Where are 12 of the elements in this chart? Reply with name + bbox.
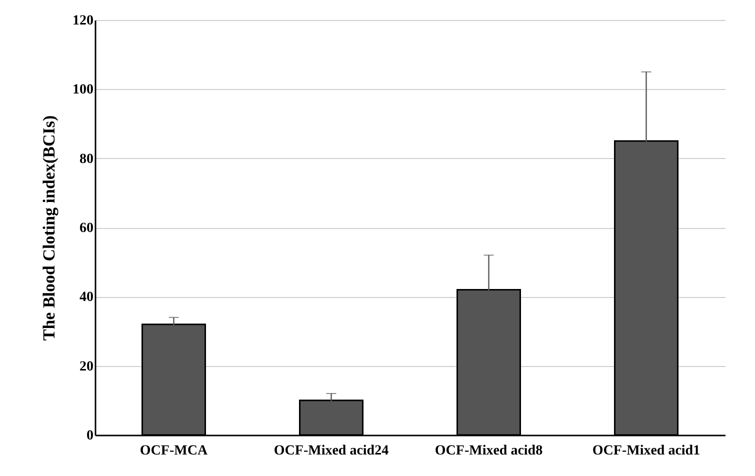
y-tick-label: 120	[72, 14, 94, 28]
y-tick-label: 40	[80, 290, 94, 306]
y-tick-label: 20	[80, 359, 94, 374]
y-axis-title: The Blood Cloting index(BCIs)	[40, 115, 58, 341]
y-tick-label: 60	[80, 221, 94, 236]
y-tick-label: 80	[80, 152, 94, 167]
x-tick-label: OCF-Mixed acid8	[434, 444, 543, 458]
y-tick-label: 0	[86, 428, 94, 444]
y-tick-label: 100	[72, 82, 94, 98]
x-tick-label: OCF-Mixed acid1	[592, 444, 700, 458]
x-tick-label: OCF-MCA	[140, 444, 208, 458]
x-tick-label: OCF-Mixed acid24	[274, 444, 389, 458]
